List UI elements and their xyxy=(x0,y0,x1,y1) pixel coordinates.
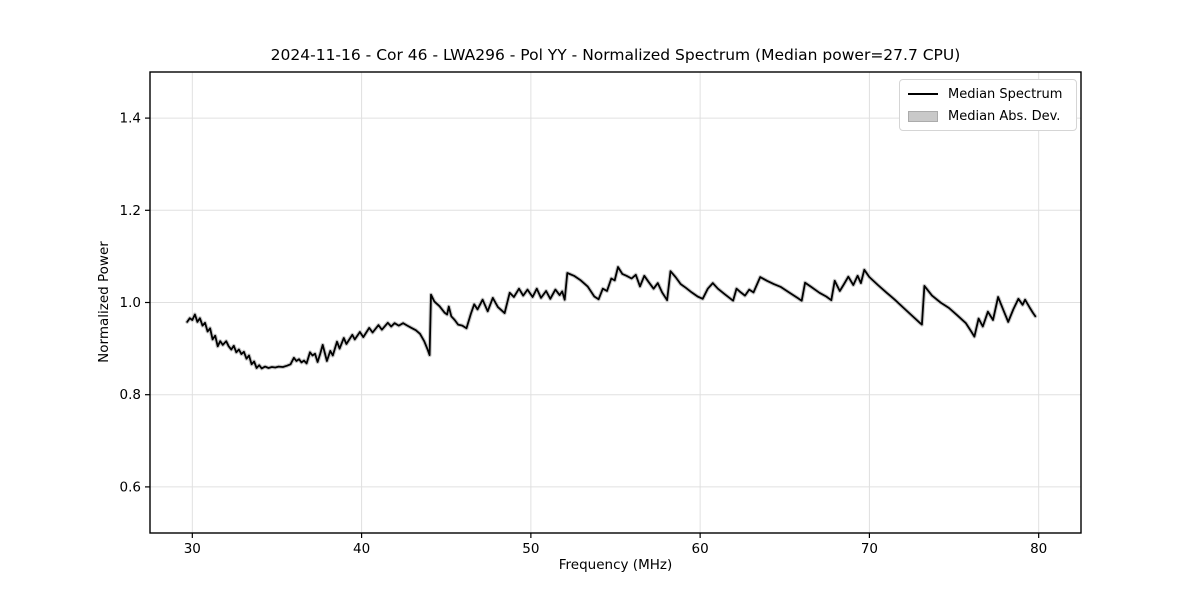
x-tick-label: 50 xyxy=(522,541,539,557)
y-tick-label: 1.0 xyxy=(120,295,141,311)
chart-title: 2024-11-16 - Cor 46 - LWA296 - Pol YY - … xyxy=(270,46,961,64)
legend-entry-median-abs-dev: Median Abs. Dev. xyxy=(908,107,1068,125)
x-axis-label: Frequency (MHz) xyxy=(558,557,673,573)
legend-label: Median Spectrum xyxy=(948,86,1063,102)
legend-label: Median Abs. Dev. xyxy=(948,108,1061,124)
y-tick-label: 1.2 xyxy=(120,203,141,219)
x-tick-label: 30 xyxy=(184,541,201,557)
legend-line-sample-icon xyxy=(908,93,938,95)
x-tick-label: 60 xyxy=(692,541,709,557)
legend: Median Spectrum Median Abs. Dev. xyxy=(899,79,1077,131)
y-axis-label: Normalized Power xyxy=(96,241,112,363)
x-tick-label: 80 xyxy=(1030,541,1047,557)
x-tick-label: 70 xyxy=(861,541,878,557)
median-spectrum-line xyxy=(186,266,1037,370)
x-tick-label: 40 xyxy=(353,541,370,557)
axes-spines xyxy=(149,71,1082,534)
legend-entry-median-spectrum: Median Spectrum xyxy=(908,85,1068,103)
y-tick-label: 0.6 xyxy=(120,479,141,495)
y-tick-label: 1.4 xyxy=(120,111,141,127)
y-tick-label: 0.8 xyxy=(120,387,141,403)
legend-patch-sample-icon xyxy=(908,110,938,122)
